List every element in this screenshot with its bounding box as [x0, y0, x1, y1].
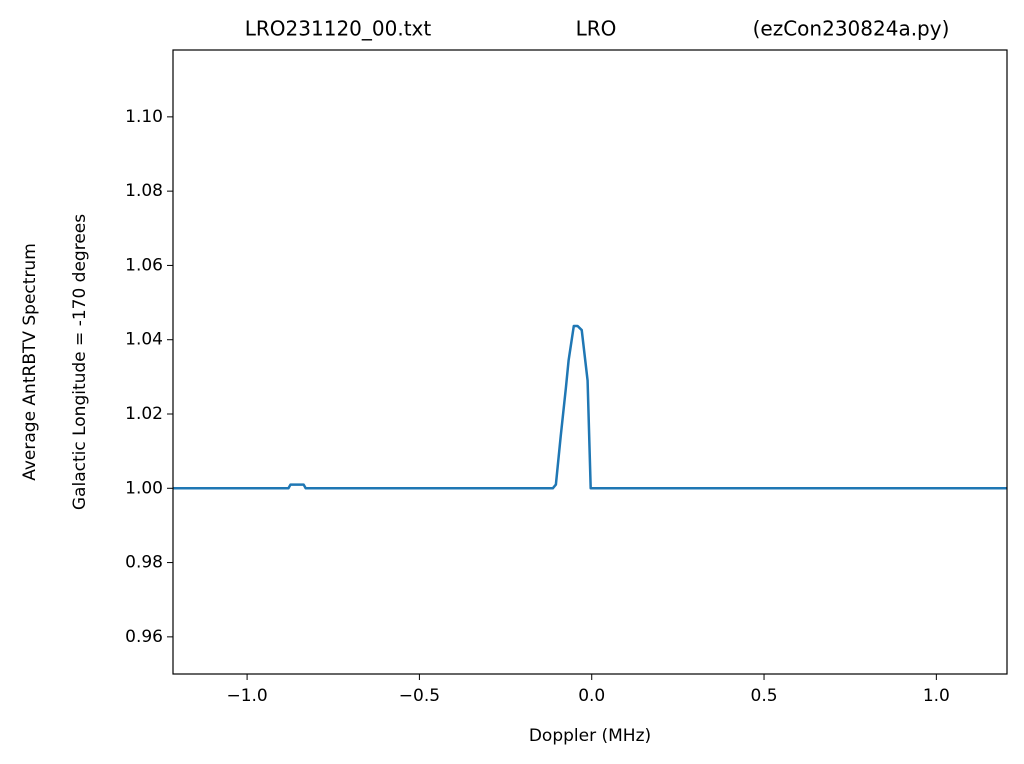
y-tick-label: 1.00: [125, 478, 163, 498]
x-tick-label: 0.5: [751, 686, 778, 706]
chart-title: LRO: [576, 17, 617, 41]
y-tick-label: 1.02: [125, 404, 163, 424]
y-tick-label: 0.98: [125, 553, 163, 573]
line: [173, 324, 1007, 490]
chart-title: (ezCon230824a.py): [753, 17, 950, 41]
plot-frame: [172, 49, 1008, 675]
chart-title: LRO231120_00.txt: [245, 17, 432, 41]
y-tick-label: 1.10: [125, 107, 163, 127]
y-tick-label: 1.06: [125, 255, 163, 275]
x-tick-label: −0.5: [399, 686, 440, 706]
y-tick-label: 1.08: [125, 181, 163, 201]
y-axis-label: Average AntRBTV Spectrum: [20, 243, 40, 481]
y-tick-label: 1.04: [125, 330, 163, 350]
y-tick-label: 0.96: [125, 627, 163, 647]
x-tick-label: −1.0: [226, 686, 267, 706]
x-tick-label: 1.0: [923, 686, 950, 706]
x-axis-label: Doppler (MHz): [529, 726, 651, 746]
x-tick-label: 0.0: [578, 686, 605, 706]
y-axis-label: Galactic Longitude = -170 degrees: [70, 214, 90, 510]
